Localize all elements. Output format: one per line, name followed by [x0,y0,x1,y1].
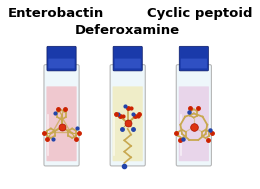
FancyBboxPatch shape [113,86,143,161]
FancyBboxPatch shape [181,59,207,68]
FancyBboxPatch shape [113,46,142,71]
Text: Enterobactin: Enterobactin [8,7,104,20]
FancyBboxPatch shape [179,86,209,161]
FancyBboxPatch shape [48,59,75,68]
Text: Cyclic peptoid: Cyclic peptoid [147,7,252,20]
Text: Deferoxamine: Deferoxamine [75,24,180,37]
FancyBboxPatch shape [176,65,211,166]
FancyBboxPatch shape [47,46,76,71]
FancyBboxPatch shape [115,59,141,68]
FancyBboxPatch shape [179,46,209,71]
FancyBboxPatch shape [47,86,77,161]
FancyBboxPatch shape [110,65,145,166]
FancyBboxPatch shape [44,65,79,166]
